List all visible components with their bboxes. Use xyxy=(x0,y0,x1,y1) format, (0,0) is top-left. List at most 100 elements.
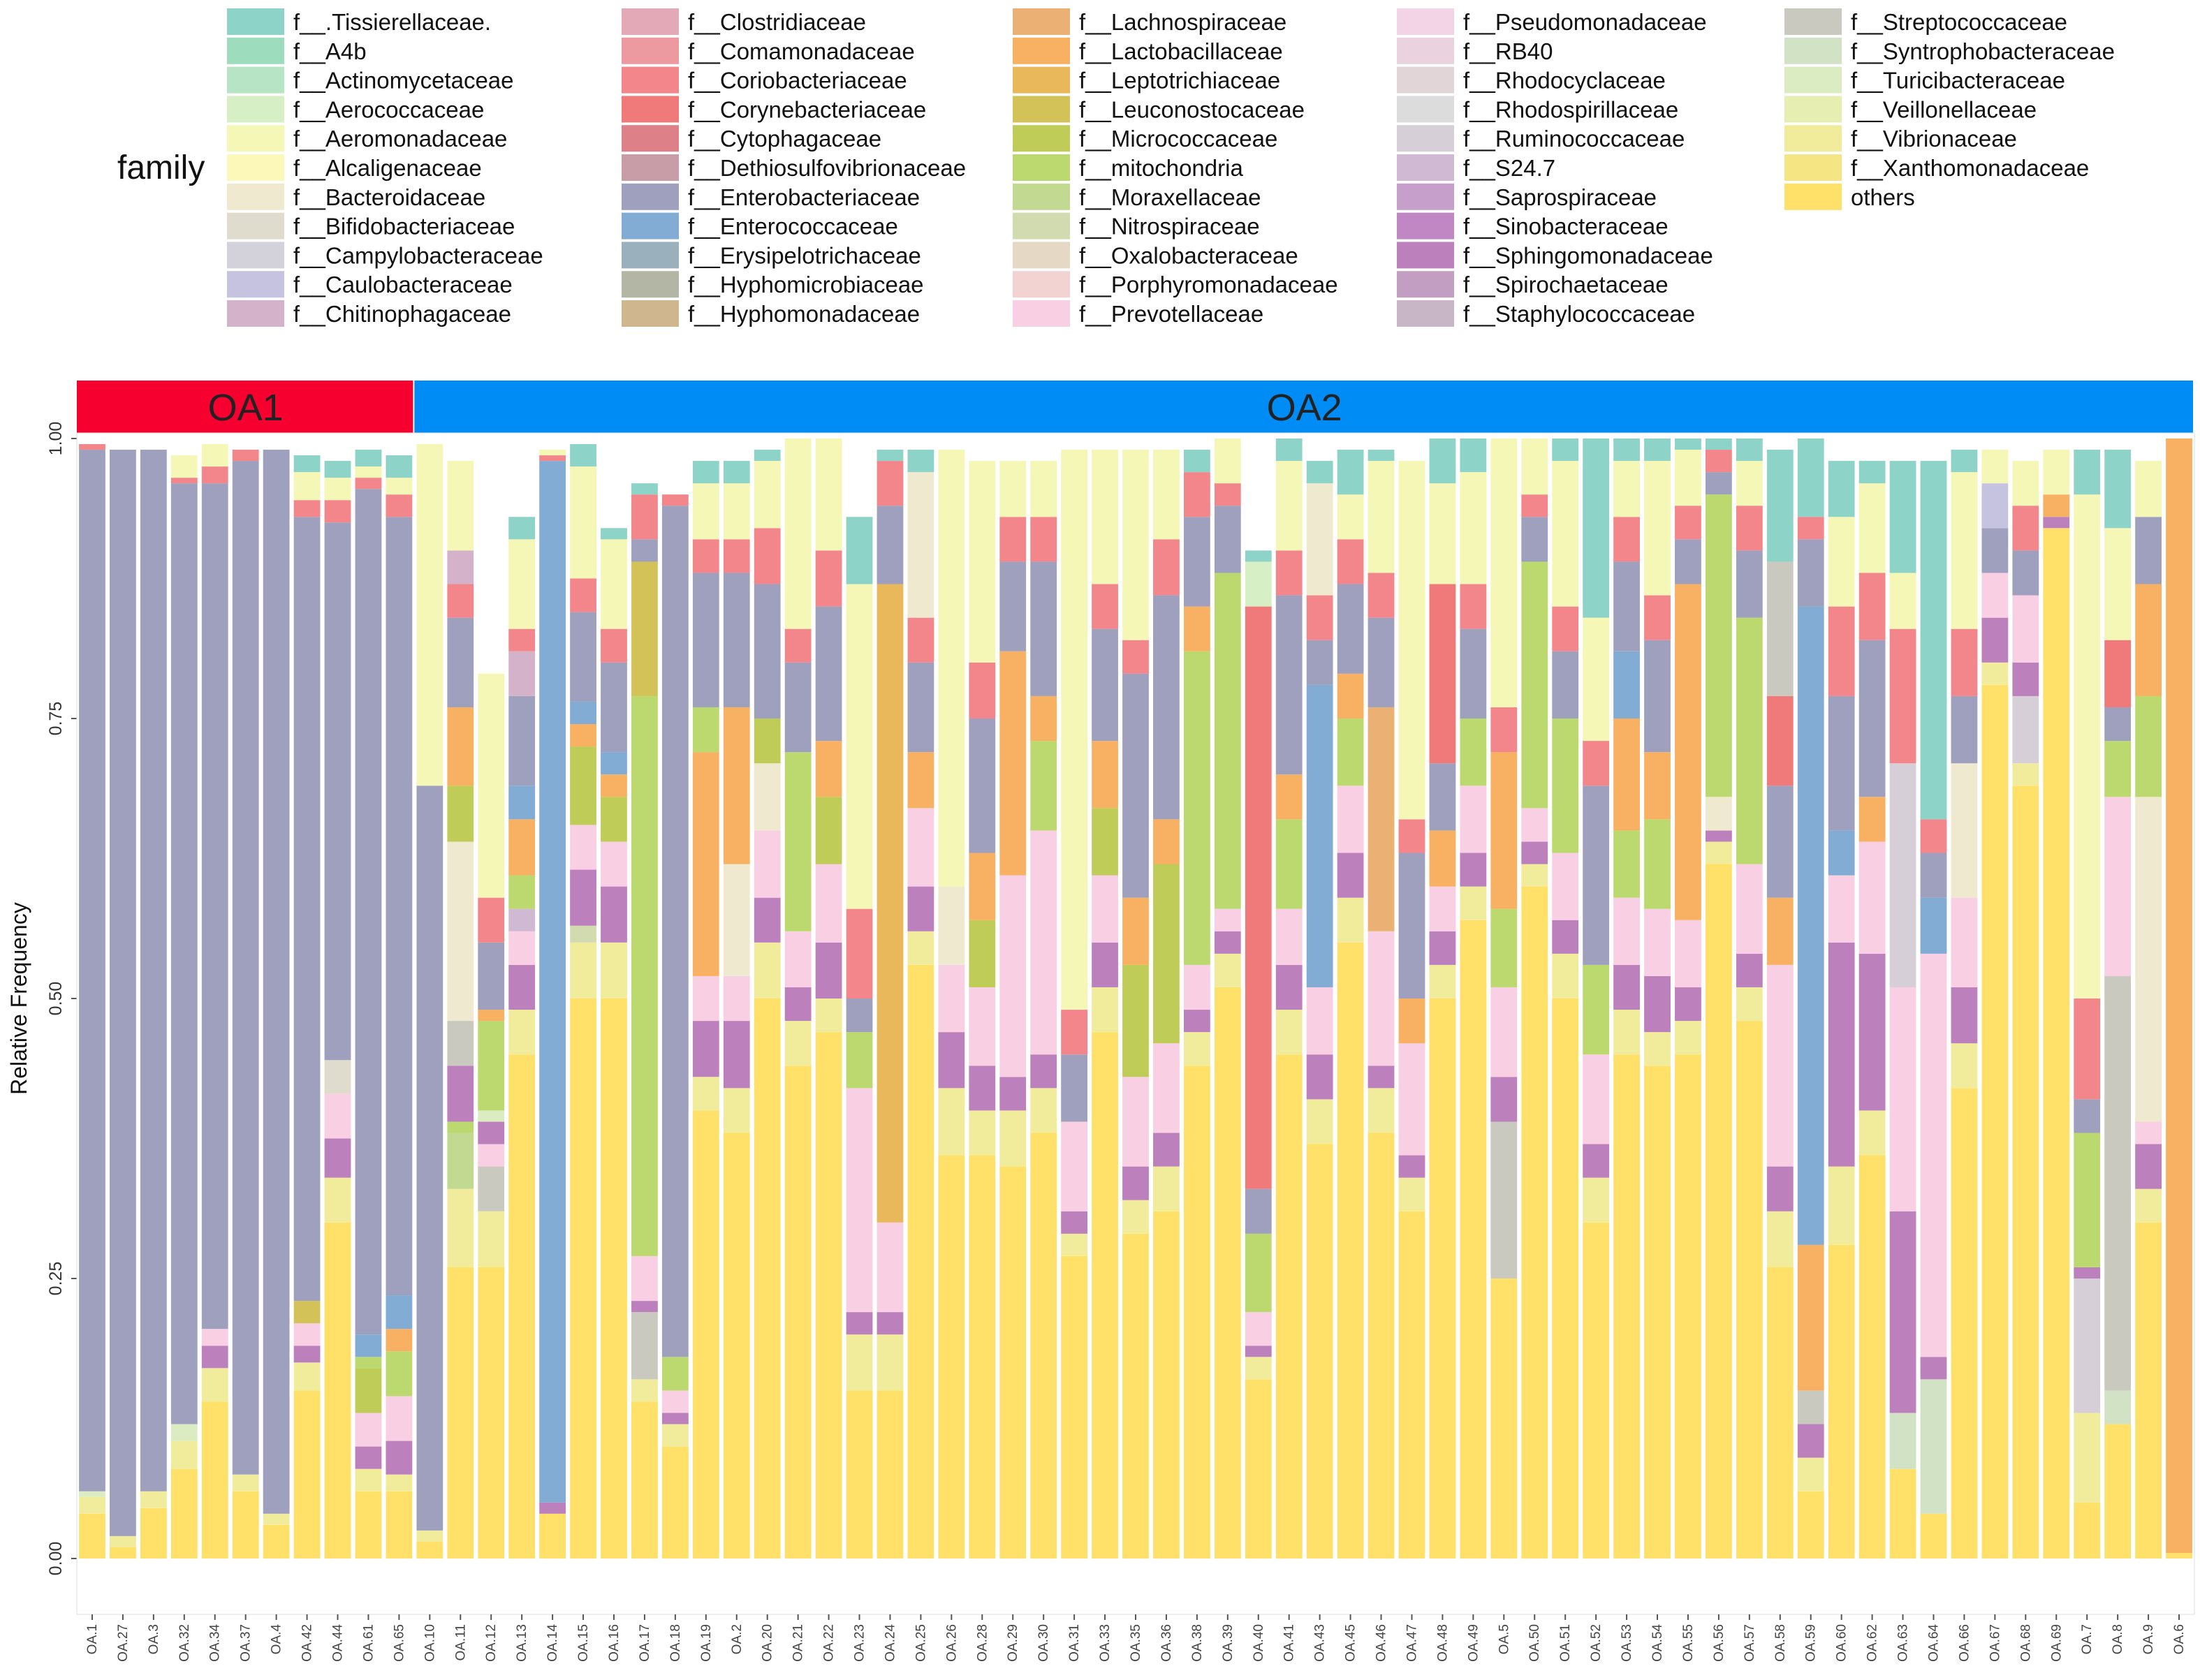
bar-segment-f-enterobacteriaceae xyxy=(631,539,658,562)
bar-segment-f-coriobacteriaceae xyxy=(1337,539,1364,584)
bar-segment-others xyxy=(999,1166,1027,1559)
bar-segment-f-prevotellaceae xyxy=(1828,875,1855,943)
bar-segment-f-sphingomonadaceae xyxy=(1245,1346,1272,1357)
legend-key-f-lactobacillaceae xyxy=(1013,37,1070,64)
legend-key-f-ruminococcaceae xyxy=(1397,125,1454,152)
legend-key-f-staphylococcaceae xyxy=(1397,300,1454,327)
legend-key-f-enterobacteriaceae xyxy=(622,183,679,210)
bar-segment-f-lactobacillaceae xyxy=(1153,819,1180,864)
bar-segment-f-aeromonadaceae xyxy=(1858,483,1886,573)
bar-segment-f-enterobacteriaceae xyxy=(2104,707,2132,742)
bar-segment-f-aeromonadaceae xyxy=(1214,439,1241,484)
bar-segment-f-aeromonadaceae xyxy=(2074,494,2101,999)
bar-segment-f-vibrionaceae xyxy=(754,942,781,999)
bar-segment-f-enterobacteriaceae xyxy=(1613,561,1640,651)
x-tick-label: OA.1 xyxy=(85,1624,100,1654)
bar-segment-f-enterobacteriaceae xyxy=(232,461,259,1475)
bar-segment-f-aeromonadaceae xyxy=(2135,461,2162,517)
bar-segment-f-sphingomonadaceae xyxy=(386,1440,413,1475)
x-tick-label: OA.23 xyxy=(853,1624,867,1662)
bar-segment-f-coriobacteriaceae xyxy=(1214,483,1241,506)
bar-segment-others xyxy=(1706,864,1732,1559)
bar-segment-f-lactobacillaceae xyxy=(1337,673,1364,719)
bar-segment-f-ruminococcaceae xyxy=(2074,1279,2101,1413)
bar-segment-others xyxy=(539,1513,566,1559)
legend-label-f-hyphomicrobiaceae: f__Hyphomicrobiaceae xyxy=(688,272,924,297)
bar-segment-f-tissierellaceae xyxy=(907,450,934,473)
bar-segment-f-enterobacteriaceae xyxy=(140,450,167,1491)
bar-segment-f-lactobacillaceae xyxy=(1797,1244,1824,1391)
x-tick-label: OA.2 xyxy=(730,1624,745,1654)
bar-segment-f-enterobacteriaceae xyxy=(447,617,474,707)
bar-segment-f-vibrionaceae xyxy=(815,999,842,1033)
bar-segment-f-sphingomonadaceae xyxy=(1092,942,1118,987)
bar-segment-f-vibrionaceae xyxy=(969,1110,996,1156)
bar-segment-f-aeromonadaceae xyxy=(969,461,996,663)
group-strips: OA1 OA2 xyxy=(77,381,2193,435)
bar-segment-others xyxy=(140,1508,167,1559)
bar-oa-37 xyxy=(232,450,259,1559)
bar-oa-30 xyxy=(1030,461,1057,1559)
x-tick-label: OA.40 xyxy=(1252,1624,1266,1662)
bar-segment-f-enterobacteriaceae xyxy=(784,662,812,753)
bar-segment-f-coriobacteriaceae xyxy=(324,500,351,523)
bar-segment-f-sphingomonadaceae xyxy=(293,1346,321,1363)
bar-segment-f-aeromonadaceae xyxy=(570,466,596,579)
legend-key-f-sinobacteraceae xyxy=(1397,212,1454,240)
bar-oa-20 xyxy=(754,450,781,1559)
bar-segment-f-enterobacteriaceae xyxy=(508,695,536,786)
bar-segment-f-lactobacillaceae xyxy=(999,651,1027,876)
bar-segment-f-prevotellaceae xyxy=(1092,875,1118,943)
bar-segment-f-prevotellaceae xyxy=(1183,964,1210,1010)
bar-segment-f-streptococcaceae xyxy=(1766,561,1794,696)
bar-segment-f-prevotellaceae xyxy=(1920,953,1947,1357)
bar-segment-f-vibrionaceae xyxy=(324,1177,351,1223)
bar-segment-f-vibrionaceae xyxy=(723,1088,750,1133)
bar-segment-f-prevotellaceae xyxy=(1122,1077,1149,1167)
bar-segment-others xyxy=(907,964,934,1559)
bar-segment-f-prevotellaceae xyxy=(1245,1312,1272,1346)
bar-segment-others xyxy=(1092,1032,1118,1559)
legend-label-f-veillonellaceae: f__Veillonellaceae xyxy=(1851,96,2037,122)
bar-segment-f-micrococcaceae xyxy=(815,797,842,864)
legend-label-f-enterococcaceae: f__Enterococcaceae xyxy=(688,214,898,240)
bar-segment-f-sphingomonadaceae xyxy=(1797,1424,1824,1458)
bar-oa-4 xyxy=(263,450,290,1559)
legend-key-f-pseudomonadaceae xyxy=(1397,8,1454,35)
x-tick-label: OA.27 xyxy=(116,1624,131,1662)
bar-segment-f-mitochondria xyxy=(661,1357,689,1391)
bar-segment-f-micrococcaceae xyxy=(447,786,474,842)
bar-segment-f-bacteroidaceae xyxy=(447,841,474,1022)
bar-segment-f-mitochondria xyxy=(1245,1233,1272,1313)
bar-segment-others xyxy=(1061,1255,1088,1559)
bar-segment-f-enterobacteriaceae xyxy=(1552,651,1579,719)
bar-segment-f-vibrionaceae xyxy=(1613,1010,1640,1055)
bar-segment-f-sphingomonadaceae xyxy=(1951,987,1978,1044)
legend-key-f-comamonadaceae xyxy=(622,37,679,64)
bar-oa-45 xyxy=(1337,450,1364,1559)
bar-segment-f-vibrionaceae xyxy=(1183,1032,1210,1066)
bar-segment-f-vibrionaceae xyxy=(1552,953,1579,999)
x-tick-label: OA.66 xyxy=(1957,1624,1972,1662)
bar-segment-f-vibrionaceae xyxy=(1061,1233,1088,1256)
bar-oa-19 xyxy=(692,461,719,1559)
bar-segment-f-coriobacteriaceae xyxy=(1644,595,1671,640)
bar-oa-65 xyxy=(386,455,413,1559)
bar-segment-f-tissierellaceae xyxy=(631,483,658,495)
bar-segment-f-enterobacteriaceae xyxy=(723,573,750,707)
bar-segment-f-vibrionaceae xyxy=(1367,1088,1395,1133)
bar-segment-others xyxy=(1490,1279,1518,1559)
bar-oa-55 xyxy=(1675,439,1701,1559)
bar-segment-f-sphingomonadaceae xyxy=(1030,1054,1057,1089)
bar-segment-f-aeromonadaceae xyxy=(386,478,413,495)
bar-segment-f-prevotellaceae xyxy=(478,1144,505,1167)
legend-key-f-micrococcaceae xyxy=(1013,125,1070,152)
legend-key-f-leptotrichiaceae xyxy=(1013,66,1070,94)
x-tick-label: OA.56 xyxy=(1712,1624,1726,1662)
bar-oa-15 xyxy=(570,444,596,1559)
x-tick-label: OA.45 xyxy=(1344,1624,1358,1662)
bar-segment-f-enterobacteriaceae xyxy=(1521,517,1548,562)
bar-segment-f-aeromonadaceae xyxy=(692,483,719,540)
bar-segment-f-prevotellaceae xyxy=(907,808,934,887)
bar-segment-f-sphingomonadaceae xyxy=(1613,964,1640,1010)
